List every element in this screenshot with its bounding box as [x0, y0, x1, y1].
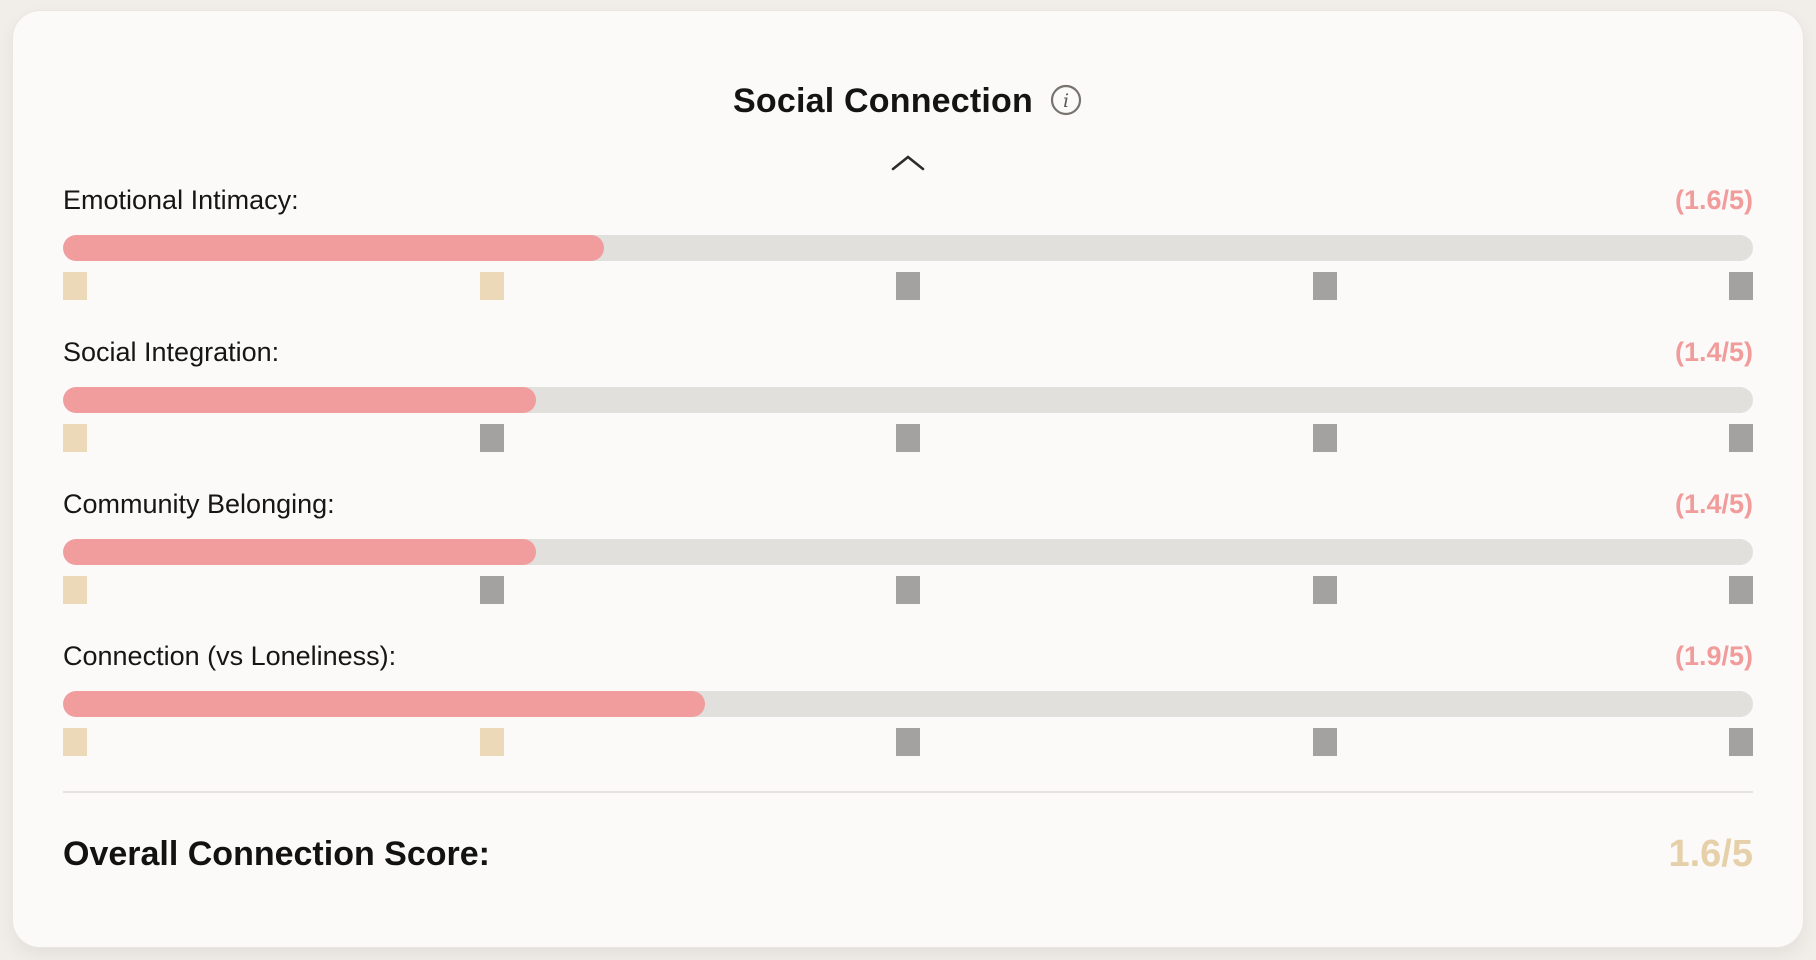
metric-label: Social Integration: — [63, 337, 280, 367]
collapse-row — [63, 151, 1753, 177]
page-title: Social Connection — [733, 82, 1033, 120]
scale-marker — [479, 576, 504, 604]
scale-markers — [63, 272, 1753, 300]
info-icon: i — [1049, 83, 1083, 120]
scale-marker — [63, 728, 87, 756]
scale-marker — [896, 728, 920, 756]
metric-label: Emotional Intimacy: — [63, 185, 299, 215]
progress-fill — [63, 387, 537, 413]
scale-markers — [63, 728, 1753, 756]
scale-marker — [479, 272, 504, 300]
chevron-up-icon — [890, 154, 926, 175]
scale-marker — [479, 728, 504, 756]
metric-row-community-belonging: Community Belonging: (1.4/5) — [63, 487, 1753, 604]
scale-marker — [1312, 728, 1337, 756]
scale-marker — [896, 576, 920, 604]
metric-score: (1.4/5) — [1674, 489, 1753, 519]
scale-marker — [896, 424, 920, 452]
info-button[interactable]: i — [1049, 84, 1083, 118]
scale-marker — [1312, 272, 1337, 300]
scale-marker — [63, 576, 87, 604]
scale-marker — [896, 272, 920, 300]
metric-row-connection-vs-loneliness: Connection (vs Loneliness): (1.9/5) — [63, 639, 1753, 756]
metric-label: Community Belonging: — [63, 489, 335, 519]
scale-marker — [1729, 272, 1753, 300]
scale-marker — [1312, 424, 1337, 452]
collapse-button[interactable] — [884, 151, 932, 177]
progress-fill — [63, 691, 706, 717]
metric-score: (1.9/5) — [1674, 641, 1753, 671]
scale-markers — [63, 576, 1753, 604]
metric-score: (1.4/5) — [1674, 337, 1753, 367]
metric-score: (1.6/5) — [1674, 185, 1753, 215]
social-connection-card: Social Connection i Emotional Intimacy: … — [12, 10, 1804, 948]
scale-marker — [1729, 424, 1753, 452]
metric-row-emotional-intimacy: Emotional Intimacy: (1.6/5) — [63, 183, 1753, 300]
metric-row-social-integration: Social Integration: (1.4/5) — [63, 335, 1753, 452]
progress-track — [63, 539, 1753, 565]
progress-track — [63, 387, 1753, 413]
card-header: Social Connection i — [63, 79, 1753, 123]
scale-marker — [63, 272, 87, 300]
divider — [63, 791, 1753, 793]
overall-score-label: Overall Connection Score: — [63, 835, 490, 873]
progress-fill — [63, 235, 604, 261]
svg-text:i: i — [1063, 90, 1069, 112]
scale-marker — [479, 424, 504, 452]
scale-marker — [1729, 576, 1753, 604]
progress-track — [63, 691, 1753, 717]
metric-label: Connection (vs Loneliness): — [63, 641, 397, 671]
scale-marker — [1729, 728, 1753, 756]
scale-marker — [1312, 576, 1337, 604]
progress-track — [63, 235, 1753, 261]
scale-markers — [63, 424, 1753, 452]
overall-score-value: 1.6/5 — [1668, 833, 1753, 875]
metrics-list: Emotional Intimacy: (1.6/5) Social Integ… — [63, 183, 1753, 756]
scale-marker — [63, 424, 87, 452]
overall-score-row: Overall Connection Score: 1.6/5 — [63, 833, 1753, 876]
progress-fill — [63, 539, 537, 565]
